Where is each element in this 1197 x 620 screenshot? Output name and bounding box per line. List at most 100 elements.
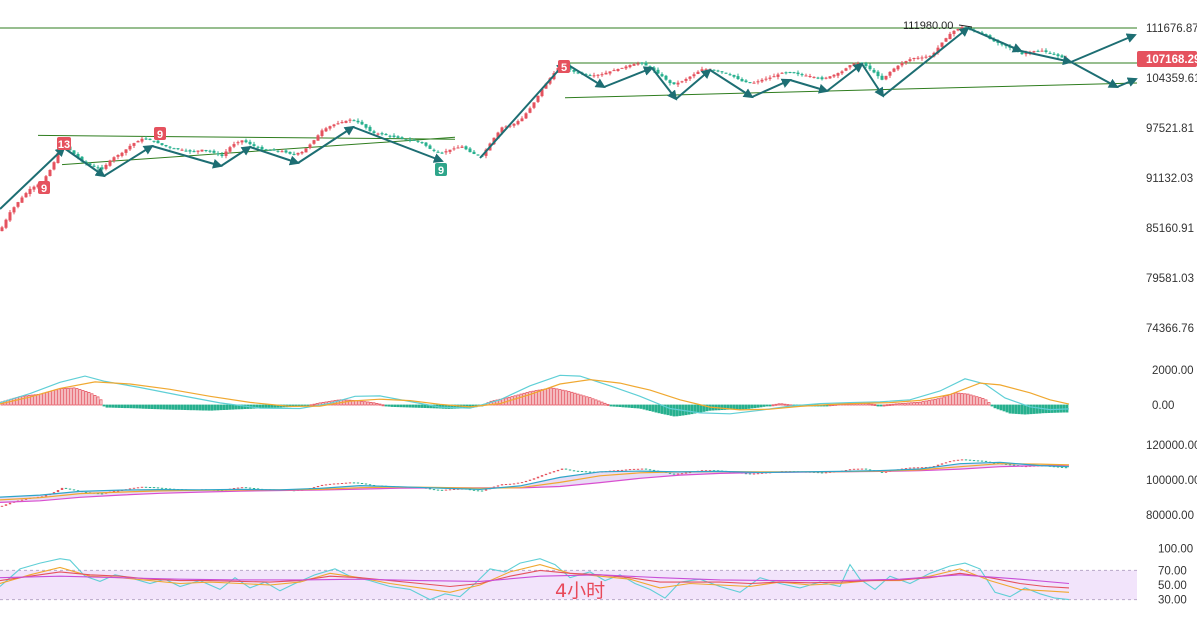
ma-mini-candle <box>452 489 456 490</box>
price-tick-label: 97521.81 <box>1146 123 1194 135</box>
candle <box>916 56 920 60</box>
ma-mini-candle <box>684 472 688 474</box>
ma-axis[interactable]: 120000.00 100000.00 80000.00 <box>1146 440 1197 522</box>
wave-arrow-21 <box>1020 50 1073 66</box>
candle-body <box>204 150 208 151</box>
wave-arrow-9 <box>479 61 567 159</box>
ma-mini-candle <box>364 483 368 485</box>
candle-body <box>700 69 704 72</box>
ma-mini-candle <box>976 460 980 462</box>
candle <box>72 150 76 154</box>
rsi-pane[interactable]: 100.00 70.00 50.00 30.00 4小时 <box>0 544 1193 607</box>
candle <box>1052 52 1056 56</box>
macd-bar <box>588 397 592 406</box>
ma-mini-candle <box>332 483 336 485</box>
ma-mini-candle <box>700 470 704 472</box>
trendline-5 <box>61 136 456 166</box>
candle <box>348 118 352 123</box>
candle-body <box>1052 53 1056 55</box>
macd-bar <box>987 402 991 406</box>
candle-body <box>740 79 744 82</box>
macd-pane[interactable]: 2000.00 0.00 <box>0 365 1194 417</box>
macd-bar <box>69 387 73 406</box>
candle <box>276 150 280 153</box>
macd-bar <box>696 404 700 413</box>
candle <box>172 147 176 150</box>
ma-mini-candle <box>240 487 244 489</box>
ma-pane[interactable]: 120000.00 100000.00 80000.00 <box>0 440 1197 522</box>
macd-axis[interactable]: 2000.00 0.00 <box>1152 365 1194 412</box>
candle <box>512 123 516 128</box>
ma-mini-candle <box>56 490 60 493</box>
candle-body <box>668 80 672 84</box>
candle-body <box>736 76 740 79</box>
candle-body <box>344 120 348 123</box>
candle <box>1060 54 1064 58</box>
ma-mini-candle <box>708 470 712 472</box>
macd-bar <box>93 394 97 406</box>
ma-mini-candle <box>588 471 592 473</box>
price-axis[interactable]: 111676.87 104359.61 97521.81 91132.03 85160.… <box>1146 23 1197 335</box>
candle-body <box>608 71 612 74</box>
candle-body <box>800 74 804 76</box>
last-price-tag: 107168.29 <box>1137 51 1197 67</box>
ma-mini-candle <box>632 468 636 470</box>
candle <box>796 70 800 77</box>
macd-bar <box>393 404 397 408</box>
candle <box>692 72 696 79</box>
macd-bar <box>141 404 145 409</box>
candle-body <box>632 64 636 66</box>
macd-bar <box>531 390 535 406</box>
macd-bar <box>603 402 607 406</box>
macd-bar <box>768 404 772 407</box>
candle-body <box>588 75 592 77</box>
candle <box>208 149 212 153</box>
macd-bar <box>81 390 85 406</box>
wave-arrow-17 <box>826 62 864 92</box>
ma-mini-candle <box>820 472 824 474</box>
candle <box>896 65 900 71</box>
candle-body <box>320 130 324 136</box>
macd-bar <box>960 393 964 406</box>
candle-body <box>788 72 792 73</box>
macd-bar <box>900 403 904 406</box>
candle-body <box>948 33 952 40</box>
candle-body <box>848 65 852 68</box>
candle-body <box>444 151 448 153</box>
macd-bar <box>921 401 925 406</box>
candle <box>332 123 336 128</box>
candle <box>600 72 604 77</box>
candle <box>388 134 392 139</box>
candle <box>592 72 596 78</box>
candle-body <box>468 148 472 153</box>
macd-bar <box>876 404 880 407</box>
candle-body <box>196 150 200 152</box>
macd-bar <box>597 400 601 406</box>
macd-bar <box>555 388 559 406</box>
candle-body <box>508 125 512 127</box>
macd-bar <box>762 404 766 407</box>
candle <box>256 145 260 149</box>
ma-mini-candle <box>520 482 524 484</box>
candle <box>12 206 16 215</box>
ma-mini-candle <box>444 489 448 491</box>
candle-body <box>660 74 664 77</box>
candle <box>436 150 440 153</box>
candle-body <box>52 162 56 170</box>
ma-mini-candle <box>536 476 540 479</box>
candle-body <box>1024 53 1028 55</box>
candle-body <box>528 108 532 113</box>
ma-mini-candle <box>448 489 452 491</box>
candle <box>804 73 808 77</box>
macd-bar <box>1017 404 1021 415</box>
candle <box>144 136 148 140</box>
candle-body <box>780 72 784 74</box>
candle <box>100 164 104 172</box>
candle <box>264 148 268 151</box>
candle-body <box>804 75 808 77</box>
ma-mini-candle <box>980 460 984 462</box>
candle-body <box>404 139 408 141</box>
price-pane[interactable]: 9 13 9 9 5 111980.00 111676.87 104359.61 97521… <box>0 20 1197 335</box>
rsi-axis[interactable]: 100.00 70.00 50.00 30.00 <box>1158 544 1193 607</box>
